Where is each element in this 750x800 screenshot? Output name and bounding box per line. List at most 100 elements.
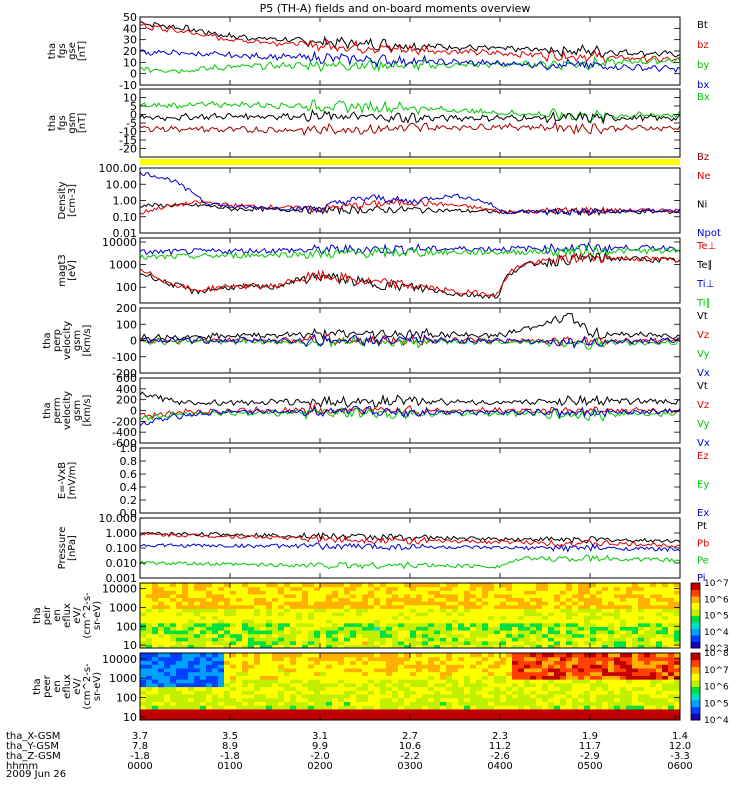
spectrogram-cell <box>446 667 453 673</box>
spectrogram-cell <box>500 583 507 588</box>
spectrogram-cell <box>662 586 669 591</box>
spectrogram-cell <box>296 686 303 691</box>
spectrogram-cell <box>566 619 573 624</box>
spectrogram-cell <box>212 656 219 662</box>
spectrogram-cell <box>638 690 645 695</box>
spectrogram-cell <box>416 656 423 662</box>
spectrogram-cell <box>542 611 549 617</box>
colorbar-label: 10^7 <box>704 579 729 589</box>
y-axis-label-fgs-gse: tha fgs gse [nT] <box>47 41 88 61</box>
spectrogram-cell <box>632 629 639 635</box>
spectrogram-cell <box>458 597 465 602</box>
spectrogram-cell <box>170 693 177 699</box>
spectrogram-cell <box>284 693 291 699</box>
colorbar-swatch <box>691 673 700 676</box>
spectrogram-cell <box>368 629 375 635</box>
spectrogram-cell <box>194 604 201 609</box>
spectrogram-cell <box>470 626 477 631</box>
spectrogram-cell <box>614 615 621 620</box>
spectrogram-cell <box>386 604 393 609</box>
spectrogram-cell <box>320 633 327 638</box>
spectrogram-cell <box>668 716 675 720</box>
spectrogram-cell <box>188 608 195 613</box>
y-axis-label-line: eflux <box>62 603 73 628</box>
panel-fgs-gsm: tha fgs gsm [nT] <box>47 88 681 158</box>
spectrogram-cell <box>218 644 225 648</box>
spectrogram-cell <box>452 626 459 631</box>
spectrogram-cell <box>278 708 285 714</box>
spectrogram-cell <box>650 604 657 609</box>
spectrogram-cell <box>650 583 657 588</box>
spectrogram-cell <box>578 664 585 669</box>
panel-temperature: magt3 [eV] <box>57 237 681 304</box>
spectrogram-cell <box>446 664 453 669</box>
spectrogram-cell <box>446 701 453 706</box>
spectrogram-cell <box>608 701 615 706</box>
spectrogram-cell <box>200 597 207 602</box>
spectrogram-cell <box>296 597 303 602</box>
spectrogram-cell <box>398 622 405 627</box>
spectrogram-cell <box>230 626 237 631</box>
legend-entry: Vy <box>697 419 710 430</box>
spectrogram-cell <box>500 653 507 658</box>
spectrogram-cell <box>392 653 399 658</box>
spectrogram-cell <box>170 690 177 695</box>
spectrogram-cell <box>296 671 303 676</box>
spectrogram-cell <box>272 690 279 695</box>
spectrogram-cell <box>188 593 195 599</box>
spectrogram-cell <box>494 675 501 680</box>
spectrogram-cell <box>344 705 351 710</box>
spectrogram-cell <box>290 653 297 658</box>
spectrogram-cell <box>284 660 291 665</box>
spectrogram-cell <box>380 629 387 635</box>
spectrogram-cell <box>518 671 525 676</box>
spectrogram-cell <box>560 604 567 609</box>
colorbar-swatch <box>691 602 700 606</box>
spectrogram-cell <box>608 633 615 638</box>
spectrogram-cell <box>590 682 597 688</box>
spectrogram-cell <box>254 597 261 602</box>
spectrogram-cell <box>512 597 519 602</box>
spectrogram-cell <box>668 675 675 680</box>
spectrogram-cell <box>476 597 483 602</box>
spectrogram-cell <box>398 586 405 591</box>
spectrogram-cell <box>368 682 375 688</box>
spectrogram-cell <box>650 597 657 602</box>
spectrogram-cell <box>662 626 669 631</box>
spectrogram-cell <box>614 675 621 680</box>
spectrogram-cell <box>674 637 680 642</box>
spectrogram-cell <box>242 590 249 595</box>
spectrogram-cell <box>626 633 633 638</box>
spectrogram-cell <box>200 656 207 662</box>
spectrogram-cell <box>428 626 435 631</box>
spectrogram-cell <box>506 604 513 609</box>
spectrogram-cell <box>206 601 213 606</box>
spectrogram-cell <box>374 697 381 702</box>
spectrogram-cell <box>296 712 303 717</box>
spectrogram-cell <box>644 693 651 699</box>
spectrogram-cell <box>140 667 147 673</box>
spectrogram-cell <box>170 593 177 599</box>
spectrogram-cell <box>602 640 609 645</box>
y-tick-label: -400 <box>112 426 137 439</box>
spectrogram-cell <box>248 708 255 714</box>
y-tick-label: 10000 <box>102 236 137 249</box>
spectrogram-cell <box>260 590 267 595</box>
spectrogram-cell <box>272 653 279 658</box>
spectrogram-cell <box>206 586 213 591</box>
spectrogram-cell <box>470 604 477 609</box>
spectrogram-cell <box>656 671 663 676</box>
spectrogram-cell <box>494 682 501 688</box>
spectrogram-cell <box>518 656 525 662</box>
spectrogram-cell <box>254 637 261 642</box>
spectrogram-cell <box>176 626 183 631</box>
spectrogram-cell <box>536 586 543 591</box>
spectrogram-cell <box>656 593 663 599</box>
spectrogram-cell <box>500 626 507 631</box>
spectrogram-cell <box>266 686 273 691</box>
spectrogram-cell <box>614 712 621 717</box>
spectrogram-cell <box>488 690 495 695</box>
spectrogram-cell <box>386 708 393 714</box>
spectrogram-cell <box>446 637 453 642</box>
spectrogram-cell <box>656 608 663 613</box>
